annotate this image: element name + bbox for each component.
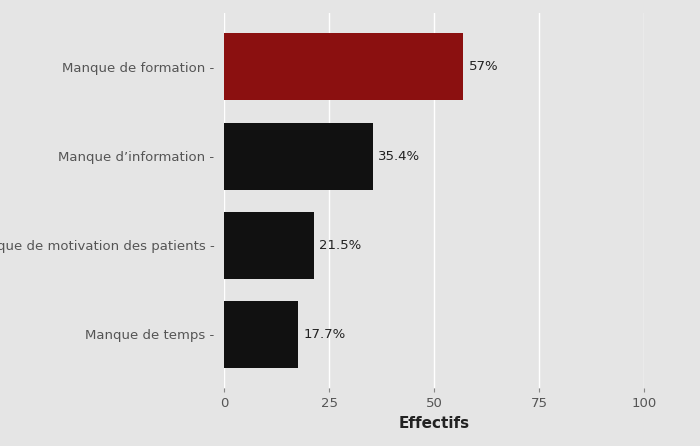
Bar [224, 33, 463, 100]
Bar [224, 212, 314, 279]
Text: 35.4%: 35.4% [378, 149, 420, 163]
Bar [224, 123, 372, 190]
X-axis label: Effectifs: Effectifs [398, 416, 470, 430]
Bar [224, 301, 298, 368]
Text: 57%: 57% [468, 60, 498, 74]
Text: 21.5%: 21.5% [319, 239, 362, 252]
Text: 17.7%: 17.7% [303, 328, 346, 341]
